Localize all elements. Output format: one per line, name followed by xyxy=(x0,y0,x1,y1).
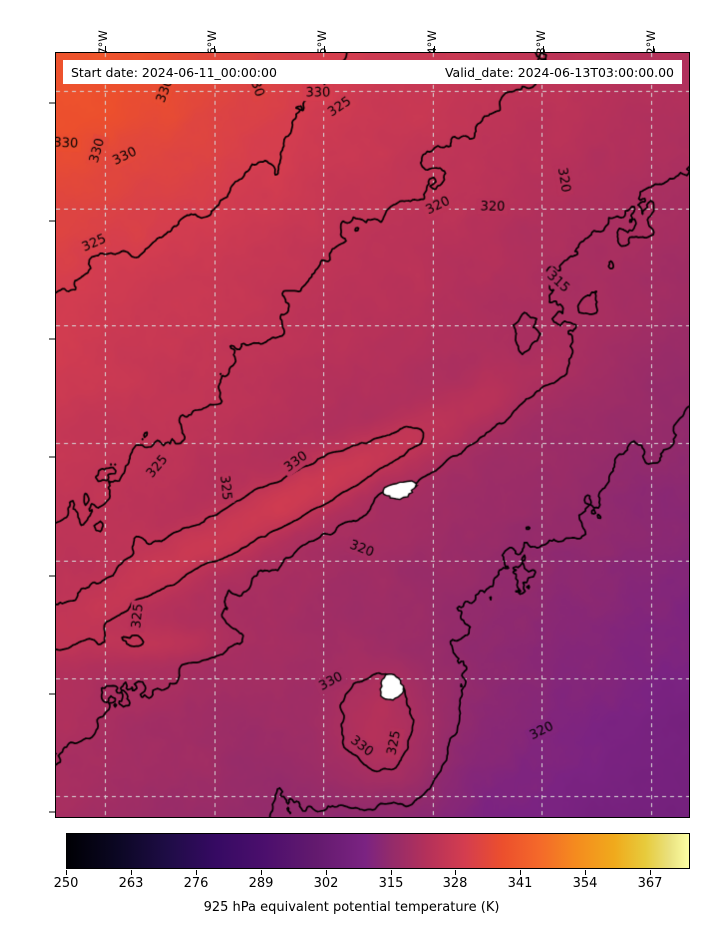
date-title-bar: Start date: 2024-06-11_00:00:00 Valid_da… xyxy=(63,60,682,84)
colorbar[interactable] xyxy=(66,833,690,869)
map-plot-area[interactable] xyxy=(55,52,690,818)
start-date-label: Start date: 2024-06-11_00:00:00 xyxy=(71,64,277,80)
lon-tick-mark xyxy=(105,46,106,52)
lon-tick-mark xyxy=(214,46,215,52)
lat-tick-mark xyxy=(49,575,55,577)
lon-tick-mark xyxy=(543,46,544,52)
colorbar-tick-mark xyxy=(585,870,586,875)
colorbar-caption: 925 hPa equivalent potential temperature… xyxy=(203,900,500,915)
colorbar-tick-mark xyxy=(520,870,521,875)
colorbar-tick-label: 289 xyxy=(248,876,274,891)
lat-tick-mark xyxy=(49,456,55,458)
lon-tick-mark xyxy=(653,46,654,52)
lat-tick-mark xyxy=(49,811,55,813)
colorbar-tick-label: 367 xyxy=(637,876,663,891)
colorbar-tick-mark xyxy=(326,870,327,875)
colorbar-tick-label: 263 xyxy=(118,876,144,891)
lat-tick-mark xyxy=(49,102,55,104)
colorbar-tick-mark xyxy=(455,870,456,875)
colorbar-tick-label: 250 xyxy=(53,876,79,891)
colorbar-tick-label: 302 xyxy=(313,876,339,891)
colorbar-tick-mark xyxy=(261,870,262,875)
colorbar-tick-label: 354 xyxy=(572,876,598,891)
colorbar-gradient xyxy=(66,833,690,869)
colorbar-tick-mark xyxy=(196,870,197,875)
theta-e-field-canvas xyxy=(56,53,689,817)
colorbar-tick-mark xyxy=(391,870,392,875)
colorbar-tick-label: 328 xyxy=(442,876,468,891)
colorbar-tick-mark xyxy=(650,870,651,875)
colorbar-tick-label: 341 xyxy=(507,876,533,891)
colorbar-tick-mark xyxy=(131,870,132,875)
lon-tick-mark xyxy=(324,46,325,52)
lat-tick-mark xyxy=(49,693,55,695)
valid-date-label: Valid_date: 2024-06-13T03:00:00.00 xyxy=(444,64,674,80)
colorbar-tick-label: 276 xyxy=(183,876,209,891)
lat-tick-mark xyxy=(49,338,55,340)
lon-tick-mark xyxy=(434,46,435,52)
colorbar-tick-mark xyxy=(66,870,67,875)
lat-tick-mark xyxy=(49,220,55,222)
colorbar-tick-label: 315 xyxy=(378,876,404,891)
